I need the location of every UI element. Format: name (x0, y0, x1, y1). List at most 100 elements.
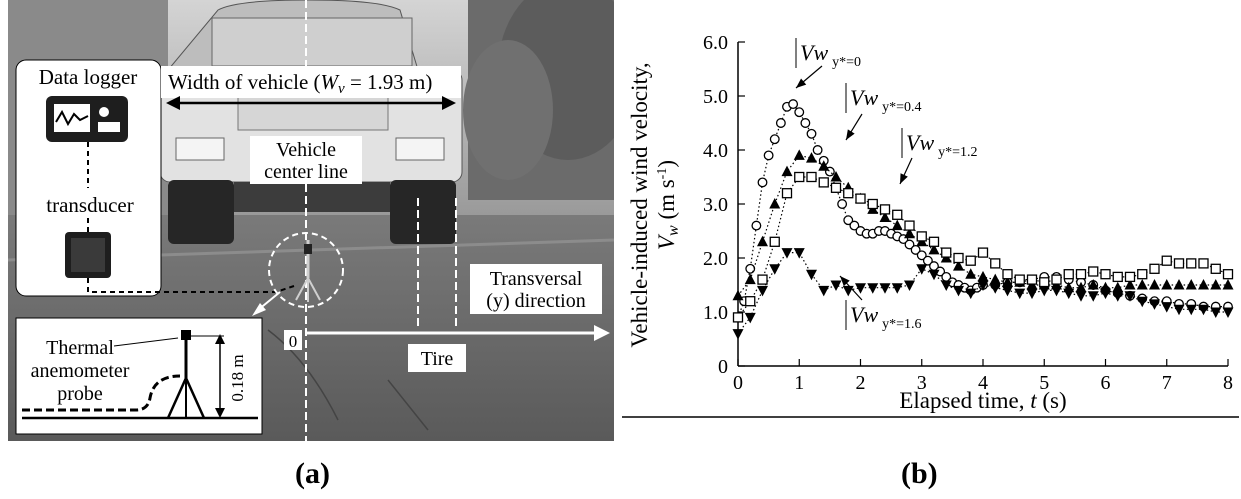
probe-highlight-circle (268, 232, 344, 308)
data-point-triangle-down (1222, 307, 1234, 318)
data-point-triangle-down (1014, 288, 1026, 300)
y-axis-subscript: w (665, 225, 682, 236)
data-point-triangle-down (940, 280, 952, 291)
data-point-triangle-down (830, 280, 842, 291)
chart-series (732, 99, 1234, 340)
series-label-sub: y*=0.4 (882, 100, 921, 115)
data-point-triangle-up (1185, 279, 1197, 290)
data-point-triangle-up (904, 227, 915, 239)
data-point-square (843, 188, 854, 199)
data-point-square (1198, 258, 1209, 269)
data-point-triangle-down (916, 264, 928, 275)
data-point-triangle-up (1087, 279, 1099, 290)
data-point-triangle-down (855, 283, 866, 294)
data-point-triangle-up (830, 171, 842, 182)
data-point-triangle-up (757, 235, 768, 247)
photo-panel: Data logger transducer Width of vehicle … (8, 0, 614, 441)
data-point-square (855, 193, 866, 204)
y-axis-exponent: -1 (655, 168, 670, 180)
data-point-triangle-up (1002, 276, 1013, 287)
data-point-triangle-up (928, 243, 940, 255)
data-point-square (781, 188, 793, 199)
data-point-triangle-up (793, 149, 805, 160)
data-point-square (867, 198, 878, 210)
data-point-square (1149, 263, 1160, 274)
data-point-square (977, 247, 989, 258)
data-point-square (916, 231, 927, 242)
data-point-square (830, 182, 842, 193)
width-of-vehicle-label: Width of vehicle (Wv = 1.93 m) (168, 70, 432, 97)
data-point-square (990, 258, 1001, 269)
chart-annotations: Vw y*=0 Vw y*=0.4 Vw y*=1.2 Vw y*=1.6 (795, 38, 978, 332)
data-point-triangle-down (1173, 304, 1185, 316)
data-point-triangle-up (1136, 279, 1148, 290)
data-point-square (1002, 269, 1013, 280)
data-point-triangle-down (867, 283, 879, 294)
data-point-triangle-up (769, 198, 781, 209)
data-point-square (965, 255, 976, 266)
transversal-label-1: Transversal (490, 268, 583, 290)
y-axis-close: ) (654, 160, 679, 168)
series-label: Vw y*=1.6 (850, 302, 922, 332)
data-point-triangle-down (1210, 307, 1222, 318)
tire-label: Tire (421, 348, 454, 370)
data-point-circle (849, 220, 860, 231)
x-tick-label: 4 (978, 372, 988, 394)
series-label-main: Vw (800, 40, 828, 65)
data-point-triangle-down (793, 248, 805, 259)
measurement-setup-photo: Data logger transducer Width of vehicle … (8, 0, 614, 441)
probe-cable (22, 374, 181, 412)
data-point-square (818, 177, 829, 188)
data-point-triangle-down (1087, 291, 1099, 302)
probe-leader-line (113, 337, 179, 347)
x-tick-label: 8 (1223, 372, 1233, 394)
x-axis-label-text: Elapsed time, (899, 388, 1030, 413)
data-point-triangle-up (1161, 279, 1173, 290)
data-point-circle (916, 250, 927, 261)
data-point-square (757, 274, 768, 285)
y-tick-label: 0 (718, 356, 728, 378)
y-tick-label: 3.0 (703, 194, 728, 216)
data-point-triangle-down (1136, 296, 1148, 308)
data-point-triangle-up (732, 289, 744, 301)
transversal-label-box (470, 264, 602, 314)
width-label-symbol: W (321, 70, 341, 94)
data-point-square (1124, 271, 1136, 283)
data-point-triangle-down (965, 288, 977, 300)
height-label: 0.18 m (228, 354, 247, 401)
data-point-triangle-down (1161, 302, 1173, 313)
data-point-square (928, 236, 940, 247)
data-point-circle (775, 118, 786, 128)
data-point-triangle-down (1026, 288, 1038, 300)
data-point-circle (800, 118, 811, 128)
data-point-circle (794, 107, 805, 118)
data-point-circle (843, 215, 854, 226)
data-point-square (1161, 255, 1172, 266)
x-tick-label: 6 (1101, 372, 1111, 394)
data-point-triangle-down (904, 280, 915, 291)
data-point-square (879, 204, 891, 215)
series-label-main: Vw (850, 85, 878, 110)
width-label-subscript: v (338, 81, 345, 97)
data-point-triangle-down (842, 285, 854, 297)
tree-foliage (463, 40, 553, 180)
data-point-triangle-down (1002, 285, 1013, 297)
data-point-square (1051, 274, 1062, 285)
data-point-square (1137, 269, 1148, 280)
origin-label: 0 (289, 332, 298, 351)
data-point-triangle-up (1222, 279, 1234, 290)
data-point-triangle-down (1051, 285, 1062, 297)
data-point-triangle-down (1124, 291, 1136, 302)
data-point-triangle-down (953, 285, 964, 297)
data-point-circle (751, 220, 762, 231)
data-point-triangle-up (891, 219, 903, 231)
data-point-triangle-down (928, 269, 940, 281)
y-axis-label-line1: Vehicle-induced wind velocity, (627, 62, 652, 347)
data-point-triangle-down (1038, 285, 1050, 297)
height-dimension (188, 334, 225, 418)
x-tick-label: 1 (794, 372, 804, 394)
data-point-square (1014, 274, 1025, 285)
tire-label-box (408, 344, 466, 372)
chart-axes: 0 1.0 2.0 3.0 4.0 5.0 6.0 0 1 2 3 4 5 6 7 8 (703, 32, 1233, 394)
data-point-triangle-up (1198, 279, 1209, 290)
